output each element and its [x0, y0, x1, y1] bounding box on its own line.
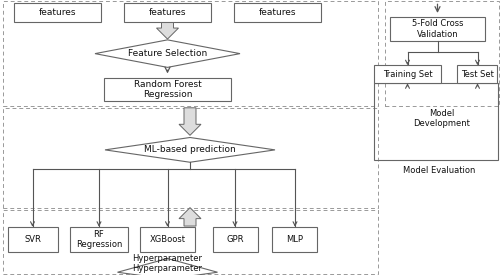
Text: Feature Selection: Feature Selection — [128, 49, 207, 58]
Text: ML-based prediction: ML-based prediction — [144, 145, 236, 154]
Polygon shape — [118, 258, 218, 275]
FancyBboxPatch shape — [234, 3, 322, 22]
Text: SVR: SVR — [24, 235, 41, 244]
Text: Hyperparameter: Hyperparameter — [132, 254, 202, 263]
FancyBboxPatch shape — [390, 17, 485, 40]
FancyBboxPatch shape — [8, 227, 58, 252]
Text: Test Set: Test Set — [461, 70, 494, 79]
Text: features: features — [39, 8, 76, 17]
Text: MLP: MLP — [286, 235, 304, 244]
Polygon shape — [156, 23, 178, 39]
Text: Model
Development: Model Development — [414, 109, 470, 128]
Text: features: features — [259, 8, 296, 17]
FancyBboxPatch shape — [104, 78, 231, 101]
Text: Model Evaluation: Model Evaluation — [403, 166, 475, 175]
Polygon shape — [179, 208, 201, 226]
Polygon shape — [179, 108, 201, 135]
FancyBboxPatch shape — [374, 65, 442, 83]
Text: Random Forest
Regression: Random Forest Regression — [134, 80, 202, 99]
Polygon shape — [105, 138, 275, 162]
FancyBboxPatch shape — [140, 227, 195, 252]
Text: 5-Fold Cross
Validation: 5-Fold Cross Validation — [412, 19, 463, 39]
FancyBboxPatch shape — [272, 227, 318, 252]
FancyBboxPatch shape — [124, 3, 211, 22]
Text: Hyperparameter: Hyperparameter — [132, 264, 202, 273]
Text: Training Set: Training Set — [382, 70, 432, 79]
FancyBboxPatch shape — [14, 3, 101, 22]
Text: GPR: GPR — [226, 235, 244, 244]
Text: RF
Regression: RF Regression — [76, 230, 122, 249]
Text: XGBoost: XGBoost — [150, 235, 186, 244]
Polygon shape — [95, 40, 240, 67]
FancyBboxPatch shape — [70, 227, 128, 252]
FancyBboxPatch shape — [458, 65, 498, 83]
FancyBboxPatch shape — [212, 227, 258, 252]
Text: features: features — [149, 8, 186, 17]
